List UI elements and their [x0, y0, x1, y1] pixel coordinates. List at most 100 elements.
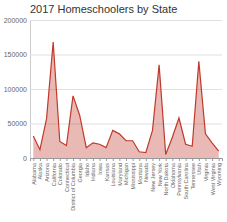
x-tick-mark	[73, 158, 74, 161]
y-tick-label: 0	[23, 155, 27, 162]
line	[33, 42, 218, 154]
x-tick-label: Arizona	[44, 162, 50, 182]
marks	[33, 42, 218, 158]
x-tick-mark	[126, 158, 127, 161]
x-tick: Indiana	[90, 158, 96, 181]
y-tick: 150000	[4, 51, 222, 58]
x-tick-mark	[86, 158, 87, 161]
plot: 0 50000 100000 150000 200000 AlabamaAlaskaAri…	[4, 17, 223, 211]
x-tick-mark	[66, 158, 67, 161]
x-tick-label: Virginia	[203, 162, 209, 181]
x-tick-mark	[139, 158, 140, 161]
x-tick-mark	[113, 158, 114, 161]
x-tick-mark	[119, 158, 120, 161]
x-tick-label: West Virginia	[209, 162, 215, 195]
x-tick-label: Nevada	[143, 162, 149, 182]
x-tick-mark	[106, 158, 107, 161]
x-tick-mark	[80, 158, 81, 161]
x-tick: West Virginia	[209, 158, 215, 195]
y-tick: 100000	[4, 86, 222, 93]
x-tick: South Carolina	[183, 158, 189, 199]
x-tick-label: Montana	[137, 162, 143, 184]
x-tick: Tennessee	[190, 158, 196, 190]
x-tick-mark	[152, 158, 153, 161]
x-tick-label: District of Columbia	[70, 162, 76, 211]
x-tick: Kansas	[104, 158, 110, 181]
x-tick-label: South Carolina	[183, 162, 189, 199]
y-tick-label: 150000	[4, 51, 27, 58]
x-tick-mark	[100, 158, 101, 161]
x-tick: Utah	[196, 158, 202, 175]
x-tick-mark	[93, 158, 94, 161]
y-tick-label: 200000	[4, 17, 27, 24]
x-tick: Mississippi	[130, 158, 136, 190]
x-tick: Louisiana	[110, 158, 116, 187]
y-tick: 50000	[8, 120, 222, 127]
chart: 0 50000 100000 150000 200000 AlabamaAlaskaAri…	[0, 0, 227, 222]
x-tick-label: New Jersey	[150, 163, 156, 192]
x-tick: Virginia	[203, 158, 209, 181]
x-tick-mark	[60, 158, 61, 161]
x-tick: Connecticut	[64, 158, 70, 192]
x-tick: Iowa	[97, 158, 103, 175]
x-tick-mark	[212, 158, 213, 161]
x-tick-mark	[172, 158, 173, 161]
grid-line	[30, 89, 222, 90]
x-tick-mark	[133, 158, 134, 161]
x-tick: Nevada	[143, 158, 149, 182]
y-axis-line	[31, 21, 223, 159]
grid-line	[30, 55, 222, 56]
x-tick-label: Alaska	[37, 162, 43, 179]
x-tick-label: Oklahoma	[170, 162, 176, 188]
x-tick: Georgia	[77, 158, 83, 183]
x-tick-mark	[166, 158, 167, 161]
x-tick-label: Michigan	[123, 163, 129, 185]
y-tick-label: 100000	[4, 86, 27, 93]
y-tick-label: 50000	[8, 120, 28, 127]
x-axis: AlabamaAlaskaArizonaCaliforniaColoradoCo…	[31, 158, 223, 211]
x-tick: New Jersey	[150, 158, 156, 192]
grid-line	[30, 20, 222, 21]
x-tick-mark	[40, 158, 41, 161]
title: 2017 Homeschoolers by State	[30, 3, 177, 15]
y-axis: 0 50000 100000 150000 200000	[4, 17, 222, 162]
x-tick: Montana	[137, 158, 143, 184]
x-tick-mark	[33, 158, 34, 161]
x-tick-label: New York	[157, 163, 163, 186]
x-tick-mark	[186, 158, 187, 161]
x-tick-label: Connecticut	[64, 163, 70, 193]
x-axis-line	[31, 159, 223, 162]
x-tick-mark	[219, 158, 220, 161]
x-tick-label: Alabama	[31, 162, 37, 185]
x-tick-label: Pennsylvania	[176, 162, 182, 196]
area	[33, 42, 218, 158]
x-tick-mark	[192, 158, 193, 161]
x-tick-label: Idaho	[84, 163, 90, 177]
x-tick-mark	[159, 158, 160, 161]
x-tick: Michigan	[123, 158, 129, 185]
x-tick-label: North Dakota	[163, 162, 169, 195]
x-tick-label: Kansas	[104, 163, 110, 182]
x-tick: Arizona	[44, 158, 50, 182]
x-tick: Oklahoma	[170, 158, 176, 188]
x-tick-mark	[47, 158, 48, 161]
x-tick: Alabama	[31, 158, 37, 185]
x-tick-label: Tennessee	[190, 163, 196, 190]
x-tick: Pennsylvania	[176, 158, 182, 196]
x-tick-mark	[199, 158, 200, 161]
x-tick: North Dakota	[163, 158, 169, 195]
x-tick: Idaho	[84, 158, 90, 177]
x-tick-label: Georgia	[77, 162, 83, 183]
x-tick-mark	[146, 158, 147, 161]
x-tick-label: Wyoming	[216, 163, 222, 186]
x-tick: Alaska	[37, 158, 43, 180]
x-tick-mark	[53, 158, 54, 161]
x-tick: Maryland	[117, 158, 123, 186]
x-tick: Colorado	[57, 158, 63, 185]
x-tick-mark	[205, 158, 206, 161]
x-tick: District of Columbia	[70, 158, 76, 211]
x-tick-mark	[179, 158, 180, 161]
x-tick-label: California	[51, 162, 57, 186]
x-tick-label: Utah	[196, 163, 202, 175]
x-tick: Wyoming	[216, 158, 222, 186]
